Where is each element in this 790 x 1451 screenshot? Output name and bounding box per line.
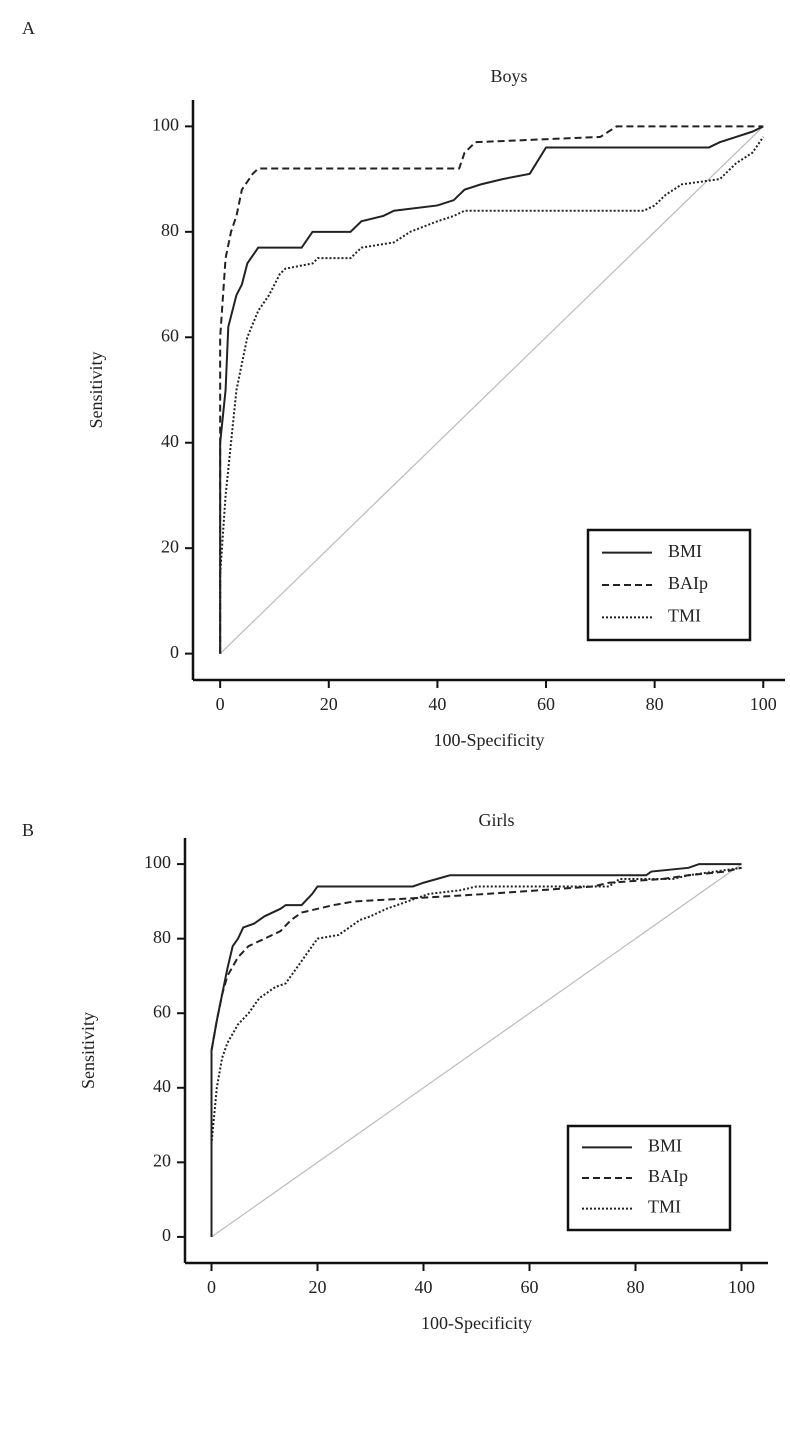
roc-curve <box>210 863 742 1237</box>
legend-label: BMI <box>648 1136 682 1156</box>
x-axis-label: 100-Specificity <box>434 730 545 750</box>
y-tick-label: 0 <box>162 1225 171 1245</box>
roc-curve <box>219 125 764 654</box>
x-tick-label: 80 <box>646 694 664 714</box>
x-tick-label: 60 <box>521 1277 539 1297</box>
x-axis-label: 100-Specificity <box>421 1313 532 1333</box>
y-tick-label: 20 <box>161 536 179 556</box>
x-tick-label: 20 <box>309 1277 327 1297</box>
x-tick-label: 100 <box>750 694 777 714</box>
x-tick-label: 60 <box>537 694 555 714</box>
reference-diagonal <box>211 863 742 1238</box>
roc-curve <box>219 125 764 654</box>
x-tick-label: 20 <box>320 694 338 714</box>
y-tick-label: 40 <box>153 1076 171 1096</box>
legend-label: TMI <box>648 1197 681 1217</box>
y-tick-label: 0 <box>170 642 179 662</box>
y-axis-label: Sensitivity <box>86 351 106 428</box>
y-tick-label: 40 <box>161 431 179 451</box>
legend-label: BAIp <box>648 1166 688 1186</box>
y-tick-label: 60 <box>161 325 179 345</box>
x-tick-label: 0 <box>216 694 225 714</box>
x-tick-label: 40 <box>428 694 446 714</box>
legend-label: TMI <box>668 605 701 625</box>
legend-label: BAIp <box>668 573 708 593</box>
y-tick-label: 100 <box>152 114 179 134</box>
panel-label: A <box>22 18 35 38</box>
x-tick-label: 80 <box>627 1277 645 1297</box>
roc-curve <box>210 866 742 1237</box>
roc-curve <box>219 136 765 654</box>
x-tick-label: 100 <box>728 1277 755 1297</box>
panel-label: B <box>22 820 34 840</box>
y-tick-label: 60 <box>153 1001 171 1021</box>
y-tick-label: 20 <box>153 1150 171 1170</box>
x-tick-label: 40 <box>415 1277 433 1297</box>
y-tick-label: 80 <box>161 220 179 240</box>
y-axis-label: Sensitivity <box>78 1012 98 1089</box>
y-tick-label: 100 <box>144 852 171 872</box>
x-tick-label: 0 <box>207 1277 216 1297</box>
y-tick-label: 80 <box>153 927 171 947</box>
legend-label: BMI <box>668 541 702 561</box>
reference-diagonal <box>219 125 764 655</box>
chart-title: Boys <box>490 66 527 86</box>
chart-title: Girls <box>479 810 515 830</box>
